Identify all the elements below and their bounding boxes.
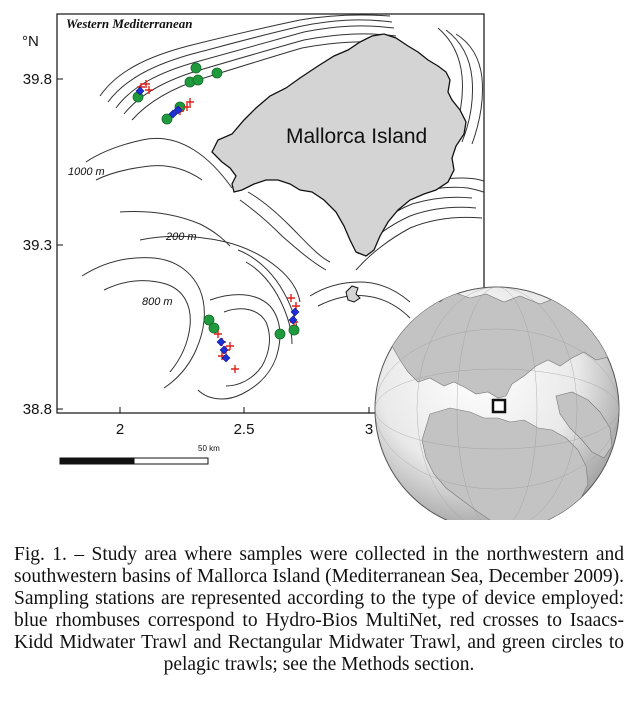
latitude-unit: °N bbox=[22, 33, 39, 50]
multinet-station bbox=[168, 109, 178, 119]
lat-tick-label: 39.3 bbox=[23, 237, 52, 254]
multinet-station bbox=[219, 345, 229, 355]
ikmt-rmt-station bbox=[226, 342, 234, 350]
multinet-stations bbox=[135, 86, 300, 363]
ikmt-rmt-station bbox=[231, 365, 239, 373]
multinet-station bbox=[290, 307, 300, 317]
scale-label: 50 km bbox=[198, 444, 220, 453]
pelagic-trawl-station bbox=[161, 113, 173, 125]
island-label: Mallorca Island bbox=[286, 125, 427, 148]
contour-label-800: 800 m bbox=[142, 296, 173, 308]
axis-ticks bbox=[57, 78, 370, 413]
ikmt-rmt-station bbox=[183, 103, 191, 111]
figure-caption: Fig. 1. – Study area where samples were … bbox=[14, 544, 624, 675]
multinet-station bbox=[221, 353, 231, 363]
ikmt-rmt-station bbox=[186, 98, 194, 106]
pelagic-trawl-station bbox=[208, 322, 220, 334]
multinet-station bbox=[216, 337, 226, 347]
study-area-marker bbox=[491, 398, 507, 414]
lat-tick-label: 38.8 bbox=[23, 401, 52, 418]
lon-tick-label: 2.5 bbox=[234, 421, 255, 438]
cabrera-island bbox=[345, 285, 361, 303]
ikmt-rmt-station bbox=[287, 294, 295, 302]
multinet-station bbox=[135, 86, 145, 96]
multinet-station bbox=[173, 105, 183, 115]
contour-label-200: 200 m bbox=[165, 231, 197, 243]
lon-tick-label: 2 bbox=[116, 421, 124, 438]
pelagic-trawl-station bbox=[190, 62, 202, 74]
multinet-station bbox=[288, 315, 298, 325]
ikmt-rmt-station bbox=[214, 330, 222, 338]
pelagic-trawl-station bbox=[192, 74, 204, 86]
scale-bar: 50 km bbox=[59, 444, 220, 465]
contour-label-1000: 1000 m bbox=[68, 166, 105, 178]
ikmt-rmt-station bbox=[142, 80, 150, 88]
mallorca-island bbox=[211, 33, 467, 257]
region-title: Western Mediterranean bbox=[66, 16, 193, 31]
globe-inset bbox=[374, 286, 620, 520]
ikmt-rmt-stations bbox=[137, 80, 300, 373]
lat-tick-label: 39.8 bbox=[23, 71, 52, 88]
pelagic-trawl-station bbox=[274, 328, 286, 340]
pelagic-trawl-stations bbox=[132, 62, 300, 340]
study-area-figure: Western Mediterranean Mallorca Island bbox=[22, 13, 620, 520]
lon-tick-label: 3 bbox=[365, 421, 373, 438]
pelagic-trawl-station bbox=[211, 67, 223, 79]
ikmt-rmt-station bbox=[145, 86, 153, 94]
pelagic-trawl-station bbox=[203, 314, 215, 326]
pelagic-trawl-station bbox=[288, 324, 300, 336]
